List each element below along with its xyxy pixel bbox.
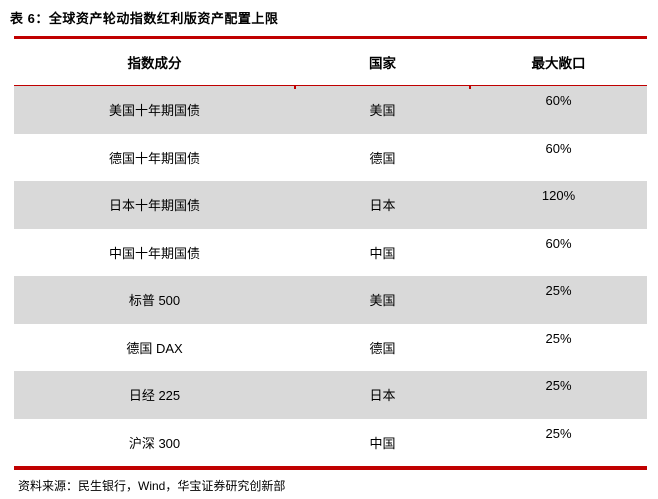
data-source-note: 资料来源：民生银行，Wind，华宝证券研究创新部 — [18, 479, 286, 493]
component-cell: 中国十年期国债 — [108, 245, 200, 261]
table-row: 日本十年期国债 日本 120% — [14, 181, 647, 229]
table-title: 表 6：全球资产轮动指数红利版资产配置上限 — [10, 11, 279, 26]
max-exposure-cell: 60% — [545, 140, 572, 156]
max-exposure-cell: 25% — [545, 330, 572, 346]
country-cell: 美国 — [369, 293, 396, 309]
table-bottom-rule — [14, 466, 647, 470]
column-header-country: 国家 — [369, 56, 396, 71]
column-header-max-exposure: 最大敞口 — [531, 56, 586, 71]
table-top-rule — [14, 36, 647, 39]
component-cell: 日经 225 — [128, 388, 181, 404]
table-row: 日经 225 日本 25% — [14, 371, 647, 419]
component-cell: 日本十年期国债 — [108, 198, 200, 214]
country-cell: 德国 — [369, 150, 396, 166]
column-divider-tick — [294, 85, 296, 89]
component-cell: 德国 DAX — [126, 340, 183, 356]
component-cell: 沪深 300 — [128, 435, 181, 451]
allocation-table: 指数成分 国家 最大敞口 美国十年期国债 美国 60% 德国十年期国债 德国 6… — [14, 36, 647, 470]
country-cell: 日本 — [369, 388, 396, 404]
table-row: 中国十年期国债 中国 60% — [14, 229, 647, 277]
table-row: 美国十年期国债 美国 60% — [14, 86, 647, 134]
header-divider-rule — [14, 85, 647, 89]
max-exposure-cell: 120% — [541, 188, 576, 203]
table-row: 德国十年期国债 德国 60% — [14, 134, 647, 182]
table-row: 沪深 300 中国 25% — [14, 419, 647, 467]
table-row: 德国 DAX 德国 25% — [14, 324, 647, 372]
country-cell: 德国 — [369, 340, 396, 356]
max-exposure-cell: 60% — [545, 235, 572, 251]
max-exposure-cell: 60% — [545, 93, 572, 108]
country-cell: 中国 — [369, 245, 396, 261]
component-cell: 标普 500 — [128, 293, 181, 309]
max-exposure-cell: 25% — [545, 425, 572, 441]
max-exposure-cell: 25% — [545, 378, 572, 393]
country-cell: 中国 — [369, 435, 396, 451]
table-row: 标普 500 美国 25% — [14, 276, 647, 324]
column-header-component: 指数成分 — [127, 56, 182, 71]
column-divider-tick — [469, 85, 471, 89]
component-cell: 德国十年期国债 — [108, 150, 200, 166]
max-exposure-cell: 25% — [545, 283, 572, 298]
component-cell: 美国十年期国债 — [108, 103, 200, 119]
table-header-row: 指数成分 国家 最大敞口 — [14, 39, 647, 85]
country-cell: 日本 — [369, 198, 396, 214]
country-cell: 美国 — [369, 103, 396, 119]
